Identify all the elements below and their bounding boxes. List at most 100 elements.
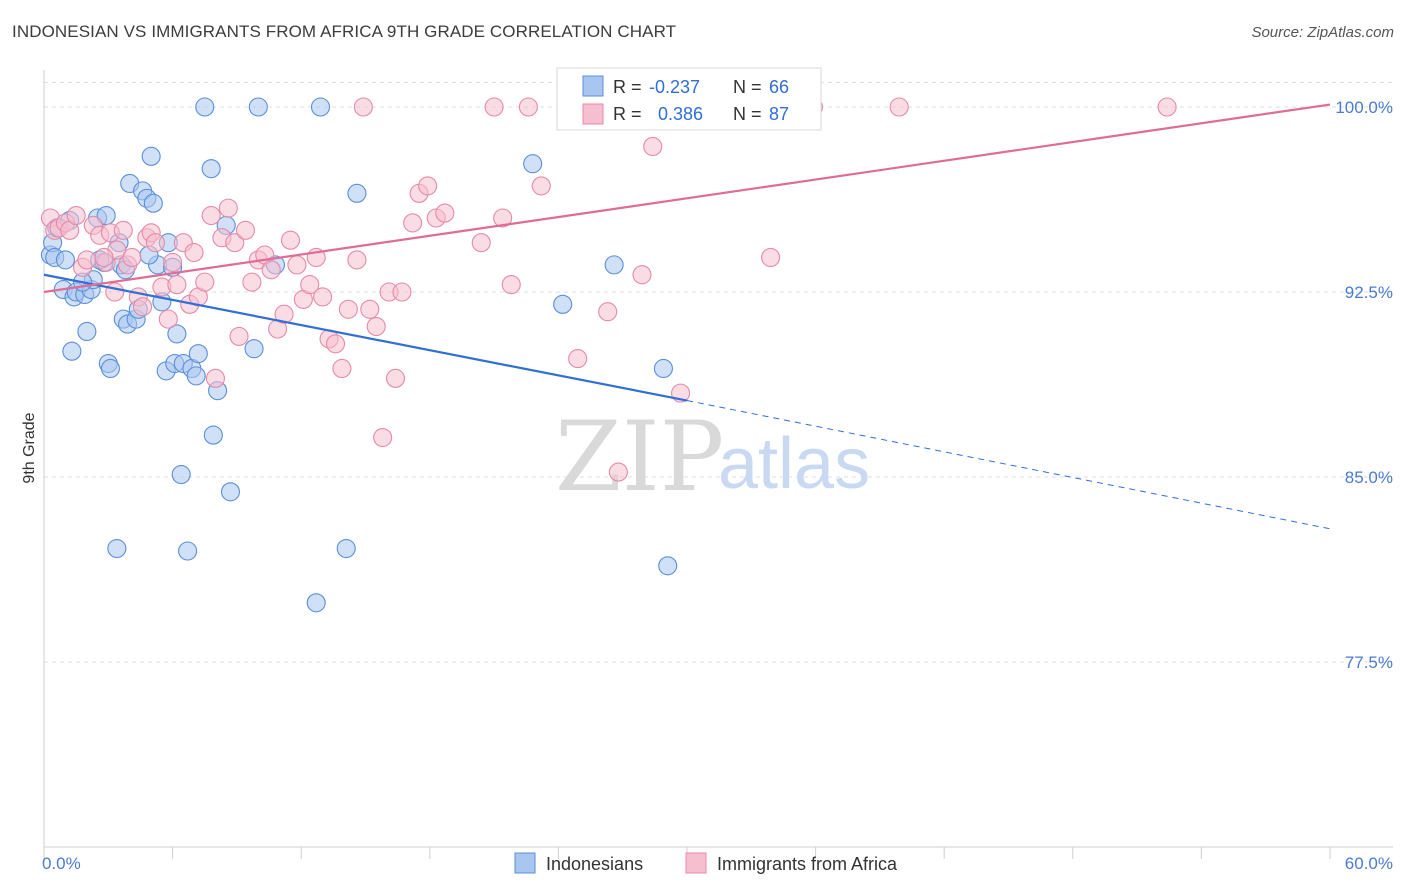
point-immigrants-africa [280,230,301,250]
point-indonesians [201,159,221,179]
stats-swatch-pink [582,103,604,125]
y-tick-labels: 77.5% 85.0% 92.5% 100.0% [1335,98,1393,672]
point-indonesians [244,339,264,359]
point-indonesians [310,97,331,117]
point-immigrants-africa [347,250,367,270]
axis-layer [43,70,1393,859]
point-immigrants-africa [167,275,187,295]
grid-layer [44,81,1393,663]
point-indonesians [220,482,241,502]
point-indonesians [347,183,367,203]
point-indonesians [188,344,208,364]
point-immigrants-africa [313,287,333,307]
point-indonesians [186,366,206,386]
points-layer [40,97,1177,613]
point-indonesians [55,250,75,270]
watermark-atlas: atlas [718,424,870,504]
point-indonesians [171,464,191,485]
point-indonesians [248,97,268,117]
point-indonesians [195,97,215,117]
point-immigrants-africa [300,275,320,295]
legend-label-africa: Immigrants from Africa [717,854,898,874]
point-immigrants-africa [184,242,204,263]
stats-n-label-2: N = [733,104,762,124]
point-indonesians [178,541,198,561]
point-immigrants-africa [66,205,86,226]
point-immigrants-africa [332,358,352,379]
y-axis-label: 9th Grade [21,412,38,483]
x-tick-label-min: 0.0% [42,854,81,873]
point-immigrants-africa [568,349,588,369]
point-indonesians [336,538,356,559]
y-tick-label: 92.5% [1345,283,1393,302]
stats-r-label-2: R = [613,104,642,124]
point-indonesians [62,341,82,361]
point-immigrants-africa [385,368,406,388]
point-immigrants-africa [133,297,153,317]
point-indonesians [143,193,163,213]
point-indonesians [523,154,543,174]
point-immigrants-africa [113,220,133,240]
point-immigrants-africa [632,265,652,285]
trendline-immigrants-africa [43,103,1331,294]
point-immigrants-africa [366,316,386,337]
point-immigrants-africa [94,247,114,268]
trendline-indonesians [43,273,688,402]
chart-title: INDONESIAN VS IMMIGRANTS FROM AFRICA 9TH… [12,22,677,41]
point-immigrants-africa [403,213,423,233]
point-immigrants-africa [471,233,491,253]
legend-swatch-indonesians [514,852,536,874]
stats-r-value-1: -0.237 [649,77,700,97]
point-immigrants-africa [201,205,221,226]
point-indonesians [167,324,187,344]
point-indonesians [100,358,120,379]
legend-label-indonesians: Indonesians [546,854,643,874]
point-immigrants-africa [158,309,178,329]
point-immigrants-africa [229,326,249,346]
point-immigrants-africa [163,252,183,272]
point-indonesians [658,556,678,576]
point-immigrants-africa [77,250,97,270]
point-indonesians [653,358,673,379]
point-immigrants-africa [353,97,373,117]
point-immigrants-africa [392,282,412,302]
x-tick-label-max: 60.0% [1345,854,1393,873]
point-immigrants-africa [501,275,521,295]
point-immigrants-africa [287,255,307,275]
point-immigrants-africa [242,272,262,292]
point-immigrants-africa [325,334,346,354]
point-indonesians [604,255,624,275]
point-immigrants-africa [195,272,215,292]
point-immigrants-africa [225,233,245,253]
trend-layer [43,103,1331,530]
stats-n-value-1: 66 [769,77,789,97]
point-indonesians [141,146,161,166]
point-indonesians [203,425,223,445]
y-tick-label: 77.5% [1345,653,1393,672]
legend-swatch-africa [685,852,707,874]
stats-legend-box: R = -0.237 N = 66 R = 0.386 N = 87 [556,67,822,131]
point-immigrants-africa [338,299,358,319]
point-indonesians [553,294,573,314]
point-indonesians [77,321,97,342]
point-immigrants-africa [643,136,663,157]
point-indonesians [107,538,127,559]
point-immigrants-africa [1157,97,1177,117]
point-immigrants-africa [761,247,781,268]
point-immigrants-africa [484,97,504,117]
stats-swatch-blue [582,75,604,97]
point-immigrants-africa [493,208,513,228]
bottom-legend: Indonesians Immigrants from Africa [514,852,898,874]
point-immigrants-africa [261,260,281,280]
point-immigrants-africa [598,302,618,322]
point-immigrants-africa [235,220,256,240]
y-tick-label: 85.0% [1345,468,1393,487]
stats-n-value-2: 87 [769,104,789,124]
y-tick-label: 100.0% [1335,98,1393,117]
stats-r-value-2: 0.386 [658,104,703,124]
point-immigrants-africa [373,427,393,448]
point-immigrants-africa [205,368,226,388]
point-immigrants-africa [418,176,438,196]
stats-r-label-1: R = [613,77,642,97]
